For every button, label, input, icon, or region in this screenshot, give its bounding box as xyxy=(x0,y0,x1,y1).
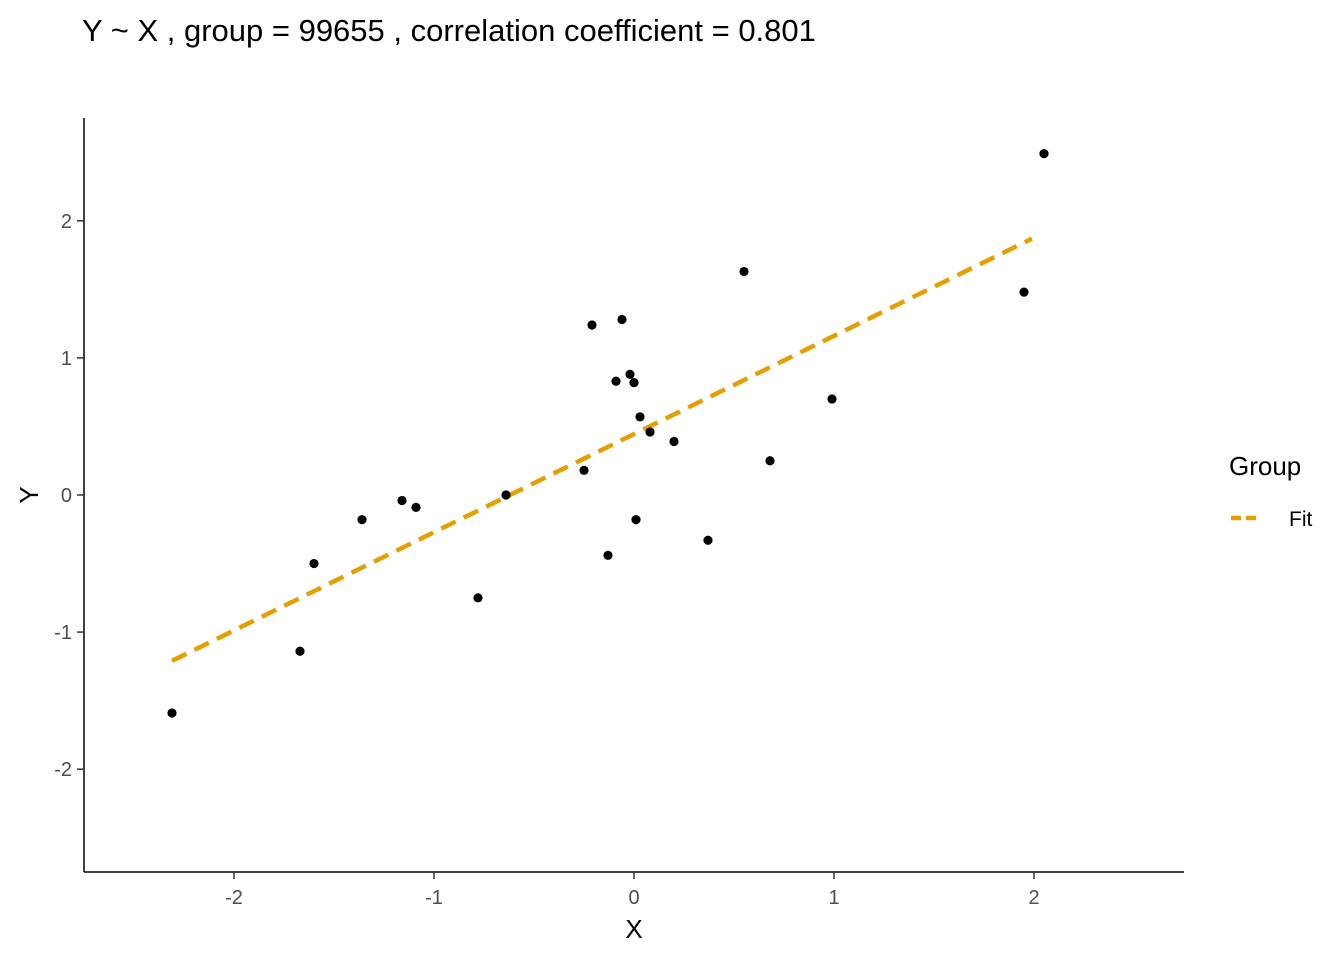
data-point xyxy=(295,646,305,656)
data-point xyxy=(617,314,627,325)
data-point xyxy=(669,436,679,447)
y-tick-label: 1 xyxy=(61,348,72,370)
data-point xyxy=(309,558,319,569)
data-point xyxy=(1039,149,1049,159)
x-tick-label: -2 xyxy=(225,887,243,909)
data-points xyxy=(167,149,1049,718)
data-point xyxy=(411,502,421,512)
x-tick-label: 0 xyxy=(628,887,639,909)
x-tick-label: -1 xyxy=(425,887,443,909)
data-point xyxy=(645,427,655,437)
data-point xyxy=(631,515,641,525)
data-point xyxy=(587,320,597,330)
data-point xyxy=(1019,287,1029,297)
data-point xyxy=(611,376,621,386)
x-axis-ticks: -2 -1 0 1 2 xyxy=(225,872,1040,909)
x-tick-label: 2 xyxy=(1028,887,1039,909)
legend: Group Fit xyxy=(1229,451,1312,531)
data-point xyxy=(603,550,613,560)
y-tick-label: 0 xyxy=(61,485,72,507)
x-axis-title: X xyxy=(625,914,642,944)
fit-line xyxy=(171,236,1033,663)
data-point xyxy=(579,465,589,475)
legend-label-fit: Fit xyxy=(1289,508,1312,531)
data-point xyxy=(765,456,775,466)
y-axis-ticks: -2 -1 0 1 2 xyxy=(54,211,84,781)
y-tick-label: -1 xyxy=(54,622,72,644)
data-point xyxy=(827,394,837,404)
legend-title: Group xyxy=(1229,451,1301,481)
y-tick-label: 2 xyxy=(61,211,72,233)
x-tick-label: 1 xyxy=(828,887,839,909)
data-point xyxy=(629,377,639,388)
data-point xyxy=(473,593,483,603)
data-point xyxy=(625,369,635,379)
y-tick-label: -2 xyxy=(54,759,72,781)
data-point xyxy=(739,266,749,277)
data-point xyxy=(397,495,407,506)
data-point xyxy=(501,490,511,500)
data-point xyxy=(357,515,367,525)
y-axis-title: Y xyxy=(14,486,44,503)
data-point xyxy=(167,708,177,718)
chart-title: Y ~ X , group = 99655 , correlation coef… xyxy=(82,13,816,48)
data-point xyxy=(635,412,645,422)
data-point xyxy=(703,535,713,545)
